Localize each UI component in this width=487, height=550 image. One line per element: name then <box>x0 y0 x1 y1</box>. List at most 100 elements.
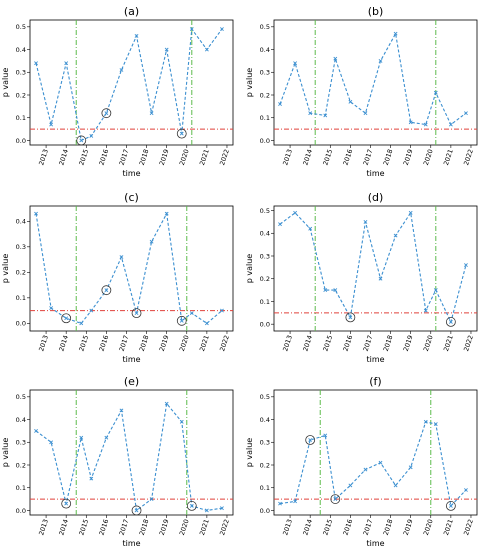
y-tick-label: 0.2 <box>16 269 26 277</box>
x-tick-label: 2022 <box>218 148 231 166</box>
x-tick-label: 2018 <box>138 334 151 352</box>
x-tick-label: 2021 <box>198 334 211 352</box>
highlight-circle <box>101 285 112 296</box>
data-point <box>378 276 383 281</box>
data-point <box>323 433 328 438</box>
x-tick-label: 2017 <box>362 148 375 166</box>
y-tick-label: 0.1 <box>16 294 26 302</box>
y-tick-label: 0.1 <box>16 484 26 492</box>
y-axis-label: p value <box>245 438 254 468</box>
data-point <box>278 102 282 107</box>
y-axis-label: p value <box>245 68 254 98</box>
y-tick-label: 0.0 <box>16 507 26 515</box>
x-tick-label: 2022 <box>218 334 231 352</box>
x-tick-label: 2021 <box>198 518 211 536</box>
panel-6: (f) 0.0 0.1 0.2 0.3 0.4 0.5 2013 2014 2015 2016 201… <box>245 375 478 548</box>
series-line <box>279 31 467 126</box>
data-point <box>393 483 398 488</box>
highlight-circle <box>305 435 316 445</box>
panel-title: (c) <box>124 191 139 204</box>
data-point <box>308 111 313 116</box>
data-point <box>393 31 398 36</box>
panel-1: (a) 0.0 0.1 0.2 0.3 0.4 0.5 2013 2014 2015 2016 201… <box>1 5 234 178</box>
data-point <box>408 120 413 125</box>
x-tick-label: 2021 <box>442 334 455 352</box>
data-point <box>363 467 368 472</box>
series-line <box>279 421 467 508</box>
x-tick-label: 2016 <box>98 148 111 166</box>
x-tick-label: 2019 <box>158 334 171 352</box>
data-point <box>79 435 84 440</box>
y-tick-label: 0.4 <box>260 230 270 238</box>
data-point <box>34 61 38 66</box>
y-tick-label: 0.0 <box>260 320 270 328</box>
data-point <box>79 321 84 326</box>
data-point <box>149 239 154 244</box>
y-tick-label: 0.4 <box>16 218 26 226</box>
data-point <box>348 99 353 104</box>
data-point <box>408 465 413 470</box>
plot-frame <box>29 389 234 516</box>
x-tick-label: 2017 <box>118 518 131 536</box>
data-point <box>323 288 328 293</box>
x-tick-label: 2017 <box>362 334 375 352</box>
x-tick-label: 2016 <box>98 334 111 352</box>
data-point <box>64 501 69 506</box>
x-tick-label: 2019 <box>402 518 415 536</box>
x-axis-label: time <box>122 355 140 364</box>
data-point <box>49 122 54 127</box>
x-tick-label: 2022 <box>218 518 231 536</box>
x-tick-label: 2021 <box>442 148 455 166</box>
data-point <box>34 428 38 433</box>
y-tick-label: 0.1 <box>260 298 270 306</box>
highlight-circle <box>186 501 197 511</box>
x-tick-label: 2018 <box>138 518 151 536</box>
highlight-circle <box>445 501 456 511</box>
x-tick-label: 2013 <box>37 148 50 166</box>
data-point <box>164 211 169 216</box>
data-point <box>119 408 124 413</box>
y-tick-label: 0.0 <box>260 137 270 145</box>
panel-title: (b) <box>368 5 384 18</box>
data-point <box>179 318 184 323</box>
data-point <box>308 438 313 442</box>
x-tick-label: 2015 <box>77 334 90 352</box>
x-tick-label: 2015 <box>321 334 334 352</box>
data-point <box>464 488 468 492</box>
x-tick-label: 2015 <box>77 518 90 536</box>
data-point <box>378 58 383 63</box>
panel-title: (e) <box>124 375 139 388</box>
x-tick-label: 2014 <box>301 518 314 536</box>
x-tick-label: 2014 <box>57 518 70 536</box>
x-tick-label: 2015 <box>321 148 334 166</box>
y-axis-label: p value <box>245 254 254 284</box>
x-tick-label: 2015 <box>77 148 90 166</box>
data-point <box>204 508 209 513</box>
x-tick-label: 2013 <box>37 518 50 536</box>
x-tick-label: 2017 <box>362 518 375 536</box>
data-point <box>79 138 84 143</box>
y-axis-label: p value <box>1 438 10 468</box>
y-tick-label: 0.2 <box>260 91 270 99</box>
data-point <box>179 131 184 136</box>
x-tick-label: 2019 <box>402 334 415 352</box>
data-point <box>308 226 313 231</box>
x-tick-label: 2018 <box>382 148 395 166</box>
plot-frame <box>273 205 478 332</box>
x-tick-label: 2013 <box>281 518 294 536</box>
data-point <box>448 503 453 508</box>
highlight-circle <box>176 315 187 326</box>
x-tick-label: 2019 <box>158 518 171 536</box>
data-point <box>423 419 428 424</box>
highlight-circle <box>131 308 142 319</box>
y-tick-label: 0.4 <box>16 46 26 54</box>
y-tick-label: 0.3 <box>16 439 26 447</box>
y-tick-label: 0.4 <box>260 416 270 424</box>
x-tick-label: 2020 <box>178 148 191 166</box>
x-tick-label: 2014 <box>57 148 70 166</box>
data-point <box>433 422 438 427</box>
data-point <box>278 501 282 506</box>
x-tick-label: 2020 <box>178 518 191 536</box>
y-tick-label: 0.4 <box>260 46 270 54</box>
y-axis-label: p value <box>1 254 10 284</box>
